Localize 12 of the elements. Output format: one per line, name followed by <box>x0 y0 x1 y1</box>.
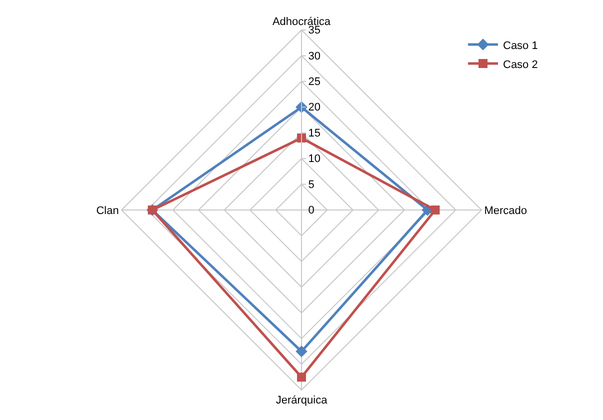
y-tick-label: 20 <box>308 102 320 114</box>
legend-label: Caso 2 <box>503 58 538 71</box>
y-tick-label: 15 <box>308 127 320 140</box>
legend-label: Caso 1 <box>503 40 538 52</box>
y-tick-label: 0 <box>308 204 314 217</box>
y-tick-label: 5 <box>308 178 314 191</box>
y-tick-label: 10 <box>308 153 320 166</box>
spoke-label: Jerárquica <box>276 394 328 407</box>
spoke-label: Clan <box>96 204 119 217</box>
spoke-label: Mercado <box>484 204 527 217</box>
y-tick-label: 25 <box>308 76 320 88</box>
y-tick-label: 30 <box>308 50 320 62</box>
